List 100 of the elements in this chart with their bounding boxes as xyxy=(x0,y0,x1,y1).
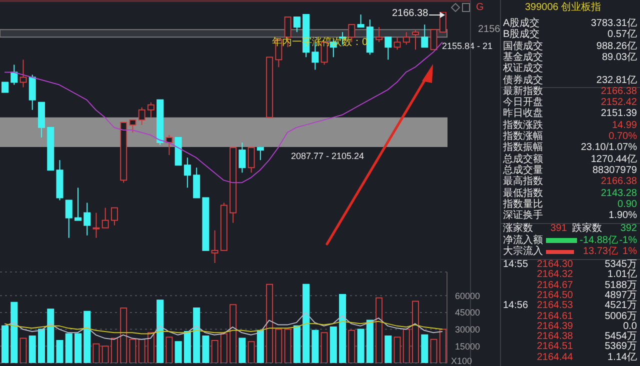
text: 13.73亿 xyxy=(582,245,618,259)
category-label: 权证成交 xyxy=(503,62,543,74)
bar xyxy=(84,310,91,363)
bar xyxy=(202,336,210,363)
bar xyxy=(138,338,146,363)
category-label: 基金成交 xyxy=(503,50,543,63)
bar xyxy=(402,328,410,363)
bar xyxy=(284,328,292,363)
bar xyxy=(366,320,374,363)
bar xyxy=(348,330,356,363)
bar xyxy=(302,284,310,363)
bar xyxy=(220,333,228,363)
bar xyxy=(156,300,164,363)
bar xyxy=(102,346,109,363)
bar xyxy=(193,307,200,363)
text: 5006万 xyxy=(604,310,637,322)
bar xyxy=(184,331,191,363)
text: 2164.61 xyxy=(536,310,573,322)
text: 1% xyxy=(622,245,637,259)
bar xyxy=(238,338,246,363)
candlestick xyxy=(384,36,392,60)
bar xyxy=(412,300,420,363)
text: 大宗流入 xyxy=(503,245,543,259)
text: G xyxy=(476,1,484,15)
bar xyxy=(256,330,264,363)
candlestick xyxy=(102,207,109,228)
category-label: 最高指数 xyxy=(503,175,543,188)
bar xyxy=(129,338,136,363)
text: 399006 创业板指 xyxy=(525,1,602,15)
candlestick xyxy=(20,59,27,88)
candlestick xyxy=(138,106,146,126)
candlestick xyxy=(193,167,200,198)
text: 14.99 xyxy=(612,120,637,131)
bar xyxy=(266,284,274,363)
text: 净流入额 xyxy=(503,234,543,246)
bar xyxy=(2,325,8,363)
candlestick xyxy=(284,16,292,48)
text: 988.26亿 xyxy=(596,40,637,52)
bar xyxy=(10,302,18,363)
category-label: 指数涨幅 xyxy=(503,130,543,142)
text: 0.90 xyxy=(618,198,637,210)
bar xyxy=(384,336,392,363)
bar xyxy=(47,308,54,363)
candlestick xyxy=(421,24,428,48)
text: -14.88亿 xyxy=(580,234,618,246)
candlestick xyxy=(74,187,82,221)
candlestick xyxy=(430,29,438,50)
candlestick xyxy=(92,212,100,238)
candlestick xyxy=(184,157,191,188)
text: 89.03亿 xyxy=(602,52,637,63)
text: 5345万 xyxy=(604,258,637,270)
y-tick-label: 15000 xyxy=(455,341,480,352)
bar xyxy=(293,325,300,363)
candlestick xyxy=(65,200,72,238)
candlestick xyxy=(238,142,246,174)
text: 4897万 xyxy=(604,289,637,301)
category-label: 指数涨跌 xyxy=(503,118,543,131)
candlestick xyxy=(248,147,255,174)
text: 0.57亿 xyxy=(608,29,637,40)
candlestick xyxy=(211,230,218,263)
candlestick xyxy=(357,14,364,28)
bar xyxy=(56,340,64,363)
category-label: A股成交 xyxy=(503,17,540,29)
bar xyxy=(339,294,346,363)
text: 5454万 xyxy=(604,330,637,342)
line-series xyxy=(4,320,443,334)
category-label: 最新指数 xyxy=(503,84,543,97)
bar xyxy=(65,333,72,363)
category-label: 总成交额 xyxy=(503,152,543,165)
text: 14:56 xyxy=(503,299,528,313)
text: 1.90% xyxy=(608,210,637,222)
candlestick xyxy=(376,26,383,43)
bar xyxy=(312,330,319,363)
category-label: 债券成交 xyxy=(503,74,543,86)
bar xyxy=(430,338,438,363)
text: 2166.38 xyxy=(600,86,637,97)
text: 2164.44 xyxy=(536,350,573,365)
text: 2164.38 xyxy=(536,330,573,342)
candlestick xyxy=(394,36,401,50)
text: 2164.39 xyxy=(536,320,573,332)
text: 跌家数 xyxy=(572,222,602,236)
candlestick xyxy=(256,147,264,161)
text: 23.10/1.07% xyxy=(580,142,637,154)
bar xyxy=(357,328,364,363)
text: 4521万 xyxy=(604,300,637,312)
text: 1270.44亿 xyxy=(590,154,637,165)
bar xyxy=(421,334,428,363)
text: 2143.28 xyxy=(600,188,637,198)
text: 2164.53 xyxy=(536,299,573,312)
bar xyxy=(230,304,237,363)
y-tick-label: 30000 xyxy=(455,324,480,334)
y-axis-title: X100 xyxy=(451,356,472,366)
text: 14:55 xyxy=(503,258,528,272)
bar xyxy=(394,336,401,363)
candlestick xyxy=(293,16,300,33)
text: 2164.32 xyxy=(536,268,573,281)
bar xyxy=(20,338,27,363)
category-label: 总成交量 xyxy=(503,164,543,176)
bar xyxy=(376,297,383,363)
text: 2152.42 xyxy=(600,97,637,108)
